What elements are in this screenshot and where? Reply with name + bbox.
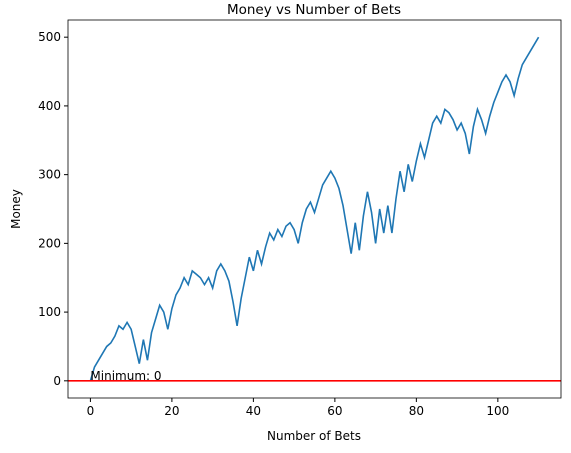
y-tick-label: 100: [38, 305, 61, 319]
chart-title: Money vs Number of Bets: [227, 2, 401, 18]
x-axis-label: Number of Bets: [267, 429, 361, 443]
y-tick-label: 200: [38, 236, 61, 250]
y-tick-label: 300: [38, 168, 61, 182]
y-tick-label: 400: [38, 99, 61, 113]
x-tick-label: 60: [327, 404, 342, 418]
y-axis-label: Money: [9, 189, 23, 229]
annotation: Minimum: 0: [90, 369, 161, 383]
y-tick-label: 0: [53, 374, 61, 388]
x-tick-label: 0: [87, 404, 95, 418]
data-line: [89, 36, 540, 382]
y-tick-label: 500: [38, 30, 61, 44]
x-tick-label: 80: [409, 404, 424, 418]
x-tick-label: 20: [164, 404, 179, 418]
plot-frame: [67, 19, 562, 399]
x-tick-label: 100: [486, 404, 509, 418]
x-tick-label: 40: [246, 404, 261, 418]
